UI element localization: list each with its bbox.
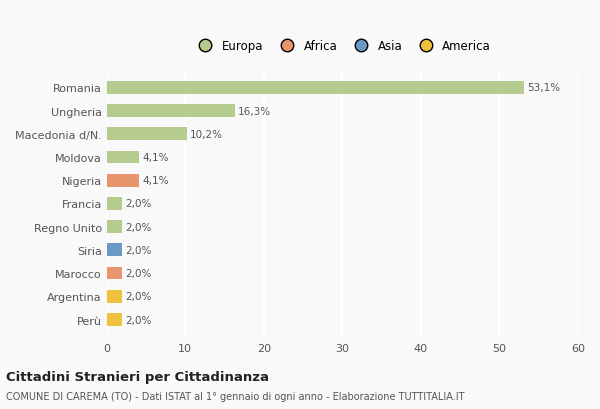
Text: 53,1%: 53,1% <box>527 83 560 93</box>
Bar <box>107 244 122 256</box>
Bar <box>107 105 235 118</box>
Text: 16,3%: 16,3% <box>238 106 271 116</box>
Text: Cittadini Stranieri per Cittadinanza: Cittadini Stranieri per Cittadinanza <box>6 371 269 383</box>
Text: 4,1%: 4,1% <box>142 153 169 163</box>
Text: 2,0%: 2,0% <box>125 292 152 301</box>
Text: 2,0%: 2,0% <box>125 222 152 232</box>
Bar <box>107 82 524 94</box>
Bar <box>107 151 139 164</box>
Text: COMUNE DI CAREMA (TO) - Dati ISTAT al 1° gennaio di ogni anno - Elaborazione TUT: COMUNE DI CAREMA (TO) - Dati ISTAT al 1°… <box>6 391 464 401</box>
Bar <box>107 128 187 141</box>
Bar <box>107 313 122 326</box>
Bar <box>107 198 122 210</box>
Text: 2,0%: 2,0% <box>125 199 152 209</box>
Text: 2,0%: 2,0% <box>125 315 152 325</box>
Text: 2,0%: 2,0% <box>125 245 152 255</box>
Text: 2,0%: 2,0% <box>125 268 152 279</box>
Text: 10,2%: 10,2% <box>190 129 223 139</box>
Bar <box>107 174 139 187</box>
Legend: Europa, Africa, Asia, America: Europa, Africa, Asia, America <box>191 38 493 56</box>
Bar <box>107 221 122 234</box>
Text: 4,1%: 4,1% <box>142 176 169 186</box>
Bar <box>107 290 122 303</box>
Bar <box>107 267 122 280</box>
